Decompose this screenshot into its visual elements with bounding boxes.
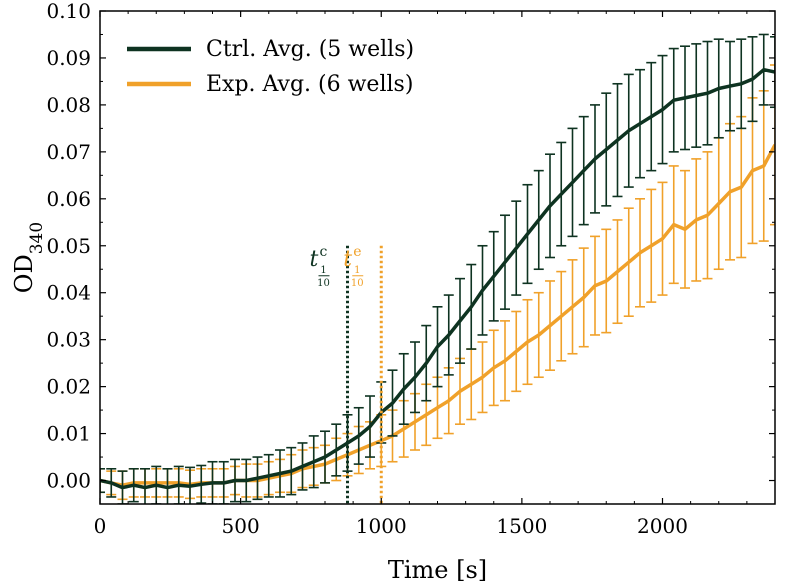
x-tick-label: 0: [94, 514, 107, 538]
experimental-threshold-marker: t e 1 10: [343, 244, 383, 504]
x-tick-label: 1000: [356, 514, 407, 538]
x-tick-label: 1500: [496, 514, 547, 538]
y-tick-label: 0.09: [46, 46, 91, 70]
threshold-label-superscript: c: [320, 244, 328, 260]
legend-item-experimental: Exp. Avg. (6 wells): [127, 72, 413, 97]
y-tick-label: 0.00: [46, 469, 91, 493]
y-tick-label: 0.04: [46, 281, 91, 305]
control-avg-line: [100, 67, 775, 490]
y-tick-label: 0.05: [46, 234, 91, 258]
series-experimental: [100, 64, 775, 501]
x-axis-title: Time [s]: [388, 556, 487, 584]
series-control: [100, 33, 775, 504]
y-tick-label: 0.02: [46, 375, 91, 399]
tick-layer: 0 500 1000 1500 2000 0.00 0.01 0.02 0.03 0.04 0.05…: [46, 0, 775, 538]
y-tick-label: 0.08: [46, 93, 91, 117]
control-threshold-marker: t c 1 10: [310, 244, 349, 504]
legend-label: Exp. Avg. (6 wells): [206, 72, 413, 97]
threshold-label: t: [343, 247, 352, 272]
y-tick-label: 0.07: [46, 140, 91, 164]
series-layer: [100, 33, 775, 504]
plot-area: [100, 33, 775, 504]
threshold-label-superscript: e: [353, 244, 361, 260]
threshold-fraction-denominator: 10: [317, 278, 330, 289]
y-tick-label: 0.03: [46, 328, 91, 352]
x-tick-label: 2000: [637, 514, 688, 538]
threshold-fraction-numerator: 1: [354, 265, 360, 276]
legend-item-control: Ctrl. Avg. (5 wells): [127, 37, 414, 62]
legend-label: Ctrl. Avg. (5 wells): [206, 37, 414, 62]
threshold-label: t: [310, 247, 319, 272]
threshold-fraction-numerator: 1: [320, 265, 326, 276]
legend: Ctrl. Avg. (5 wells) Exp. Avg. (6 wells): [127, 37, 414, 97]
x-tick-label: 500: [222, 514, 260, 538]
y-tick-label: 0.01: [46, 422, 91, 446]
y-axis-title: OD340: [10, 222, 47, 293]
y-axis-title-main: OD: [10, 254, 38, 293]
y-axis-title-subscript: 340: [27, 222, 47, 254]
y-tick-label: 0.10: [46, 0, 91, 23]
threshold-fraction-denominator: 10: [351, 278, 364, 289]
y-tick-label: 0.06: [46, 187, 91, 211]
